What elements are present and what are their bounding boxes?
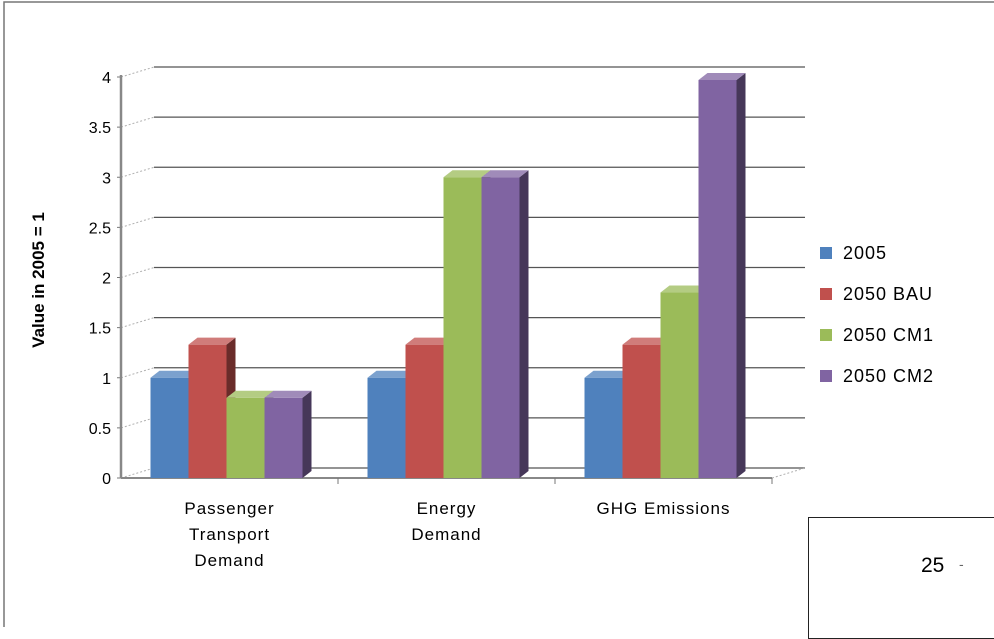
x-category-label: Passenger <box>184 499 274 518</box>
y-tick-label: 3.5 <box>89 120 111 137</box>
bar-top <box>264 390 312 398</box>
bar <box>660 292 699 478</box>
bar-top <box>622 337 670 345</box>
legend-swatch <box>820 329 832 341</box>
legend-label: 2050 BAU <box>843 284 933 304</box>
wall-gridline <box>120 66 155 78</box>
bar-top <box>584 370 632 378</box>
bar <box>150 377 189 478</box>
page-number: 25 <box>921 554 945 577</box>
page-number-tick: - <box>959 556 964 572</box>
x-category-label: Demand <box>411 525 481 544</box>
y-tick-label: 0 <box>102 471 111 488</box>
bar-top <box>150 370 198 378</box>
wall-gridline <box>120 116 155 128</box>
bar-side <box>302 390 312 478</box>
floor-edge <box>771 467 806 479</box>
legend-label: 2050 CM1 <box>843 325 934 345</box>
bar-top <box>367 370 415 378</box>
bar <box>698 80 737 478</box>
y-tick-label: 3 <box>102 170 111 187</box>
bar <box>481 177 520 478</box>
bar <box>405 344 444 478</box>
x-category-label: Transport <box>189 525 270 544</box>
wall-gridline <box>120 417 155 429</box>
y-tick-label: 2 <box>102 271 111 288</box>
bar <box>188 344 227 478</box>
wall-gridline <box>120 367 155 379</box>
x-category-label: GHG Emissions <box>597 499 731 518</box>
bar-top <box>698 73 746 81</box>
bar-top <box>443 170 491 178</box>
bar <box>443 177 482 478</box>
bar-side <box>736 73 746 478</box>
wall-gridline <box>120 267 155 278</box>
bar <box>264 397 303 478</box>
bar-top <box>226 390 274 398</box>
bar <box>367 377 406 478</box>
legend-label: 2005 <box>843 243 887 263</box>
x-category-label: Demand <box>194 551 264 570</box>
bar-top <box>481 170 529 178</box>
y-tick-label: 1 <box>102 371 111 388</box>
legend-label: 2050 CM2 <box>843 366 934 386</box>
legend-swatch <box>820 370 832 382</box>
y-axis-title: Value in 2005 = 1 <box>29 212 48 348</box>
bar-top <box>660 285 708 293</box>
bar <box>584 377 623 478</box>
legend: 2005 2050 BAU 2050 CM1 2050 CM2 <box>820 243 934 386</box>
x-category-label: Energy <box>417 499 477 518</box>
y-tick-label: 2.5 <box>89 220 111 237</box>
plot-area: 0 0.5 1 1.5 2 2.5 3 3.5 4 Passenger Transport Deman… <box>89 66 806 570</box>
y-tick-label: 4 <box>102 70 111 87</box>
page-number-box: 25 - <box>808 517 994 639</box>
wall-gridline <box>120 467 155 479</box>
bar-side <box>519 170 529 478</box>
bar <box>226 397 265 478</box>
bar <box>622 344 661 478</box>
y-tick-label: 1.5 <box>89 321 111 338</box>
legend-swatch <box>820 247 832 259</box>
wall-gridline <box>120 317 155 329</box>
legend-swatch <box>820 288 832 300</box>
wall-gridline <box>120 216 155 228</box>
bar-top <box>188 337 236 345</box>
y-tick-label: 0.5 <box>89 421 111 438</box>
bar-top <box>405 337 453 345</box>
wall-gridline <box>120 166 155 178</box>
